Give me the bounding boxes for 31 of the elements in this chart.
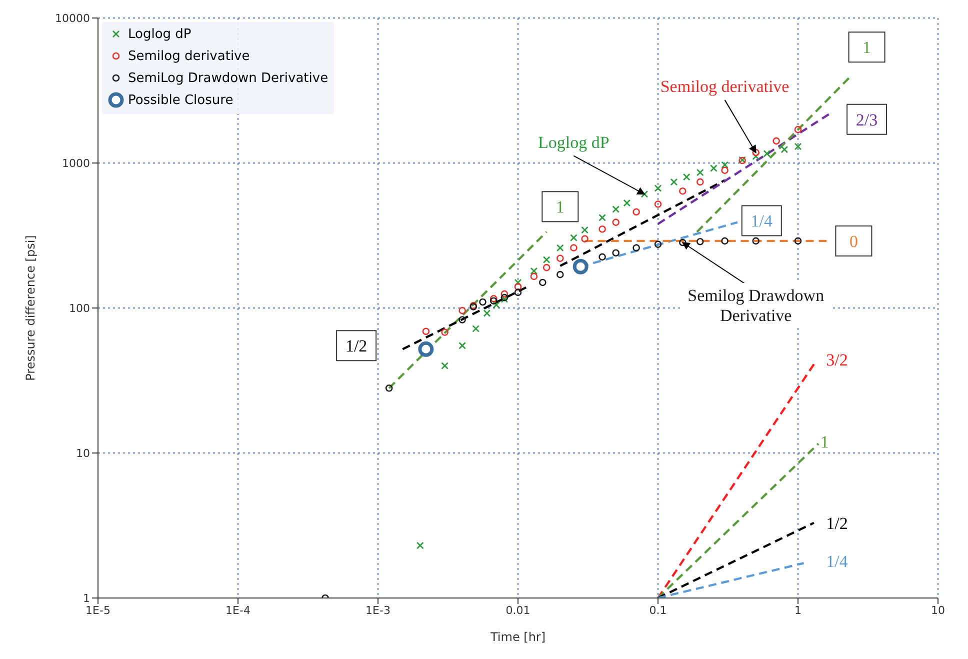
x-tick-label: 1E-4 [226,604,250,617]
y-tick-label: 10000 [55,12,90,25]
annotation: 1/4 [750,211,774,230]
legend-label: Possible Closure [127,92,234,110]
x-tick-label: 1E-5 [86,604,110,617]
y-tick-label: 1000 [62,156,90,170]
x-tick-label: 1 [794,604,802,617]
annotation: 1 [556,197,564,216]
legend-label: Loglog dP [127,26,192,44]
x-tick-label: 0.1 [649,604,667,617]
annotation: 1/2 [826,513,848,532]
y-tick-label: 10 [76,446,90,460]
annotation: 1/2 [345,336,368,356]
y-tick-label: 100 [69,302,90,315]
annotation: 3/2 [826,350,848,370]
legend-label: SemiLog Drawdown Derivative [127,70,328,88]
annotation: 0 [849,231,858,250]
x-axis-title: Time [hr] [489,630,546,644]
x-tick-label: 10 [931,604,945,617]
y-tick-label: 1 [83,592,90,605]
x-tick-label: 1E-3 [366,604,390,617]
annotation: 1 [820,432,829,452]
annotation: Semilog Drawdown Derivative [688,285,825,324]
annotation: 2/3 [856,110,878,129]
x-tick-label: 0.01 [506,604,530,617]
annotation: 1 [862,38,872,57]
annotation: Semilog derivative [660,76,790,96]
annotation: 1/4 [826,551,848,570]
legend-label: Semilog derivative [127,48,251,66]
annotation: Loglog dP [538,132,610,152]
y-axis-title: Pressure difference [psi] [23,235,38,381]
